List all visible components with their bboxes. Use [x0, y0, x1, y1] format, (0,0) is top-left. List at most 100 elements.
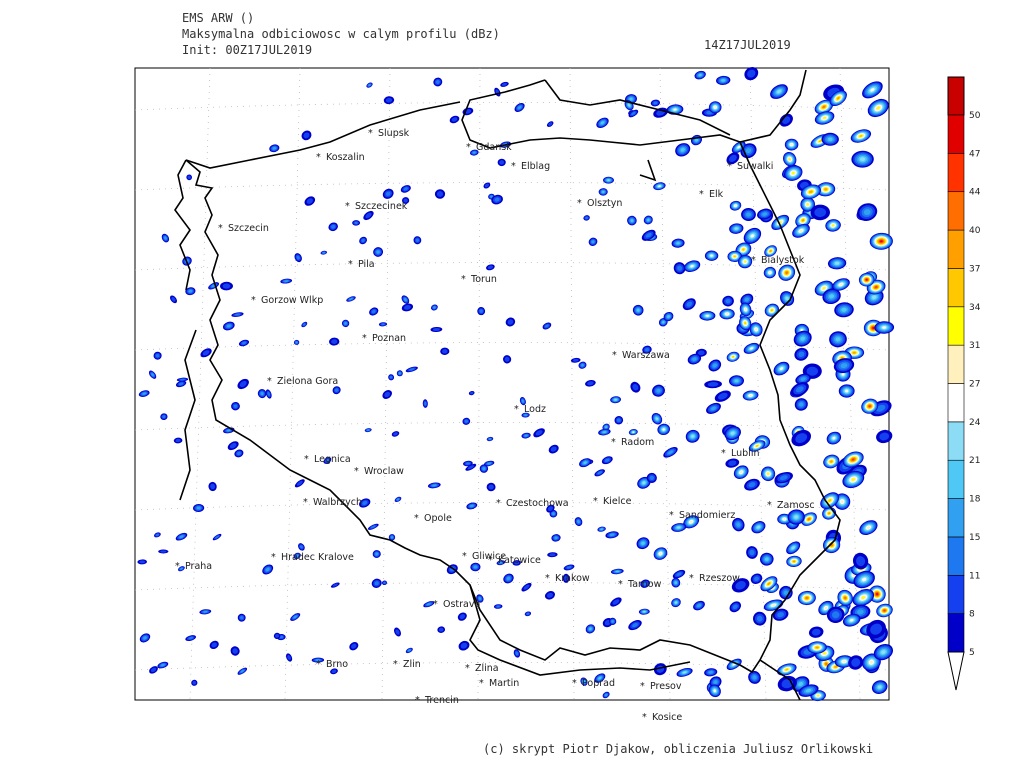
echo-level — [196, 506, 201, 510]
echo — [848, 655, 864, 670]
echo — [708, 359, 722, 372]
echo-level — [583, 680, 585, 683]
city-name: Bialystok — [761, 255, 805, 266]
echo — [330, 668, 338, 675]
echo — [138, 390, 150, 397]
echo-level — [239, 380, 247, 388]
echo — [524, 611, 532, 617]
city-marker: * — [271, 552, 276, 563]
echo — [772, 608, 789, 621]
echo — [826, 431, 842, 445]
echo-level — [766, 472, 770, 475]
echo — [391, 431, 400, 437]
echo — [505, 317, 516, 327]
echo-level — [636, 308, 640, 312]
echo-level — [668, 450, 673, 455]
city-name: Rzeszow — [699, 573, 740, 584]
echo-level — [865, 278, 868, 281]
echo-level — [265, 567, 270, 572]
echo — [874, 321, 895, 334]
echo-level — [332, 583, 338, 587]
echo-level — [390, 536, 394, 539]
city-marker: * — [251, 295, 256, 306]
echo-level — [676, 526, 681, 529]
echo — [726, 351, 740, 362]
city-marker: * — [175, 561, 180, 572]
city-marker: * — [362, 333, 367, 344]
echo — [716, 75, 731, 85]
echo-level — [725, 313, 729, 315]
echo — [704, 250, 719, 261]
echo-level — [882, 326, 887, 329]
city-marker: * — [354, 466, 359, 477]
echo — [514, 103, 525, 112]
echo-level — [767, 582, 770, 585]
echo — [733, 465, 749, 480]
echo-level — [697, 350, 705, 356]
echo — [186, 174, 193, 181]
echo — [220, 281, 233, 291]
city-name: Warszawa — [622, 350, 670, 361]
echo-level — [488, 438, 492, 440]
echo — [671, 577, 681, 588]
echo — [842, 451, 864, 468]
echo — [795, 373, 812, 385]
echo — [521, 432, 531, 439]
city-name: Lublin — [731, 448, 759, 459]
echo — [786, 541, 801, 555]
echo-level — [825, 662, 828, 665]
echo — [430, 326, 443, 333]
city-marker: * — [461, 274, 466, 285]
echo-level — [800, 377, 806, 381]
echo-level — [293, 615, 297, 619]
echo-level — [226, 429, 231, 432]
echo-level — [601, 190, 605, 193]
colorbar-bin — [947, 268, 965, 308]
echo-level — [150, 667, 157, 673]
echo — [323, 457, 332, 464]
city-marker: * — [466, 142, 471, 153]
echo-level — [362, 501, 368, 505]
echo-level — [737, 145, 741, 149]
echo-level — [160, 550, 167, 553]
echo — [742, 390, 759, 401]
echo — [359, 498, 371, 508]
echo-level — [210, 483, 216, 490]
echo — [423, 601, 435, 608]
echo-level — [859, 135, 863, 137]
echo-level — [451, 117, 458, 122]
echo-level — [705, 314, 709, 317]
echo — [265, 389, 272, 399]
echo — [632, 304, 644, 316]
echo-level — [284, 280, 289, 282]
echo-level — [808, 518, 810, 520]
echo — [643, 215, 653, 225]
echo — [231, 312, 244, 317]
city-marker: * — [572, 678, 577, 689]
echo-level — [473, 565, 478, 569]
colorbar-bin — [947, 613, 965, 653]
model-title: EMS ARW () — [182, 11, 254, 25]
echo-level — [824, 188, 828, 191]
echo — [273, 632, 281, 640]
city-marker: * — [727, 161, 732, 172]
echo-level — [331, 669, 337, 674]
echo-level — [674, 581, 678, 585]
echo-level — [799, 229, 803, 233]
echo-level — [383, 581, 386, 584]
echo — [761, 466, 776, 482]
echo-level — [142, 392, 147, 395]
echo — [175, 380, 187, 388]
echo — [413, 236, 422, 245]
city-name: Poznan — [372, 333, 406, 344]
echo-level — [728, 460, 737, 466]
echo-level — [526, 612, 530, 615]
echo-level — [143, 636, 147, 640]
echo-level — [464, 419, 468, 423]
city-name: Ostrava — [443, 599, 480, 610]
echo-level — [630, 219, 634, 222]
echo — [741, 207, 756, 222]
city-marker: * — [699, 189, 704, 200]
echo — [823, 454, 840, 469]
echo — [744, 478, 760, 491]
